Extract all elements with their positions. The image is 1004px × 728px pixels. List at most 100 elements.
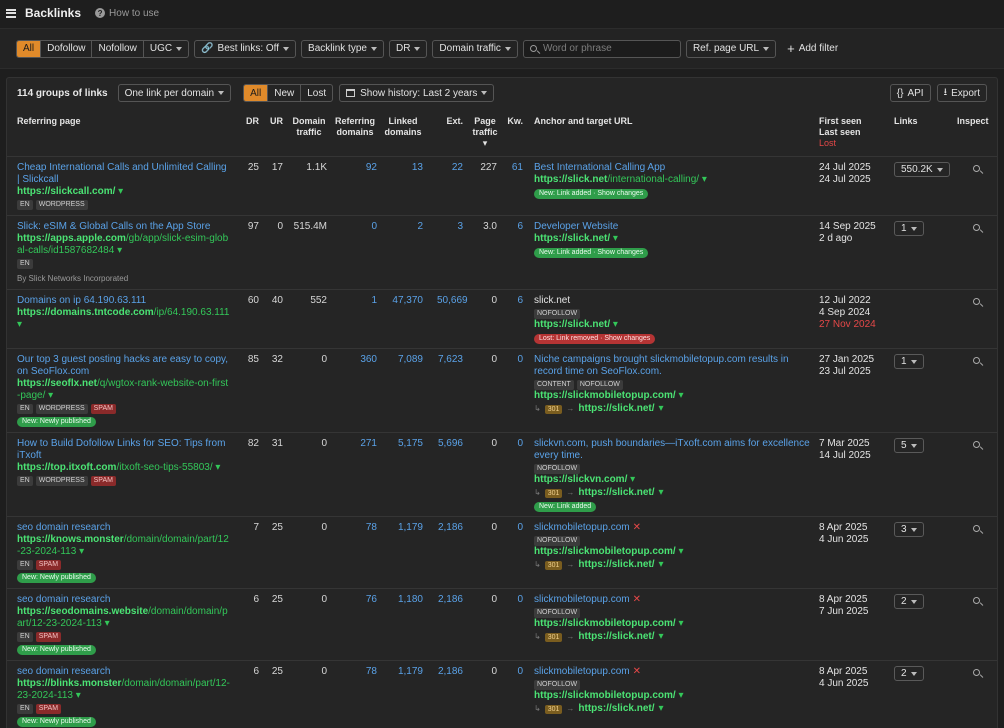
metric-kw[interactable]: 61 (511, 162, 523, 173)
target-url[interactable]: https://slick.net/ ▾ (534, 233, 816, 245)
referring-page-title[interactable]: seo domain research (17, 666, 111, 677)
inspect-search-icon[interactable] (973, 298, 980, 305)
dr-filter[interactable]: DR (388, 39, 428, 58)
link-status-badge[interactable]: Lost: Link removed · Show changes (534, 334, 656, 344)
metric-linked-domains[interactable]: 5,175 (397, 438, 423, 449)
metric-kw[interactable]: 6 (517, 221, 523, 232)
link-status-badge[interactable]: New: Link added · Show changes (534, 248, 649, 258)
anchor-text[interactable]: slickvn.com, push boundaries—iTxoft.com … (534, 438, 810, 461)
col-page-traffic[interactable]: Page traffic ▾ (469, 116, 501, 149)
filter-ugc[interactable]: UGC (144, 41, 188, 57)
metric-kw[interactable]: 6 (517, 295, 523, 306)
metric-kw[interactable]: 0 (517, 438, 523, 449)
target-url[interactable]: https://slickmobiletopup.com/ ▾ (534, 618, 816, 630)
metric-linked-domains[interactable]: 1,179 (397, 666, 423, 677)
redirect-url[interactable]: https://slick.net/ (578, 559, 655, 570)
referring-page-title[interactable]: seo domain research (17, 522, 111, 533)
ref-page-url-filter[interactable]: Ref. page URL (685, 39, 777, 58)
col-referring-page[interactable]: Referring page (17, 116, 81, 126)
metric-kw[interactable]: 0 (517, 666, 523, 677)
metric-ext[interactable]: 50,669 (437, 295, 468, 306)
referring-page-title[interactable]: Domains on ip 64.190.63.111 (17, 295, 147, 306)
metric-kw[interactable]: 0 (517, 594, 523, 605)
referring-page-title[interactable]: Cheap International Calls and Unlimited … (17, 162, 227, 185)
inspect-search-icon[interactable] (973, 441, 980, 448)
links-count-select[interactable]: 2 (894, 594, 924, 609)
col-links[interactable]: Links (894, 116, 918, 126)
metric-ref-domains[interactable]: 271 (360, 438, 377, 449)
target-url[interactable]: https://slick.net/ ▾ (534, 319, 816, 331)
inspect-search-icon[interactable] (973, 165, 980, 172)
anchor-text[interactable]: slickmobiletopup.com (534, 666, 630, 677)
metric-ext[interactable]: 22 (451, 162, 463, 173)
metric-ref-domains[interactable]: 360 (360, 354, 377, 365)
col-ur[interactable]: UR (270, 116, 283, 126)
inspect-search-icon[interactable] (973, 357, 980, 364)
history-select[interactable]: Show history: Last 2 years (339, 84, 495, 102)
inspect-search-icon[interactable] (973, 525, 980, 532)
status-all[interactable]: All (244, 85, 269, 101)
filter-nofollow[interactable]: Nofollow (92, 40, 144, 57)
inspect-search-icon[interactable] (973, 669, 980, 676)
referring-page-title[interactable]: How to Build Dofollow Links for SEO: Tip… (17, 438, 226, 461)
redirect-url[interactable]: https://slick.net/ (578, 487, 655, 498)
metric-linked-domains[interactable]: 1,179 (397, 522, 423, 533)
metric-ext[interactable]: 5,696 (437, 438, 463, 449)
links-count-select[interactable]: 1 (894, 221, 924, 236)
anchor-text[interactable]: Niche campaigns brought slickmobiletopup… (534, 354, 789, 377)
metric-linked-domains[interactable]: 1,180 (397, 594, 423, 605)
target-url[interactable]: https://slickmobiletopup.com/ ▾ (534, 546, 816, 558)
col-dr[interactable]: DR (246, 116, 259, 126)
col-domain-traffic[interactable]: Domain traffic (292, 116, 326, 137)
anchor-text[interactable]: Best International Calling App (534, 162, 666, 173)
anchor-text[interactable]: Developer Website (534, 221, 619, 232)
filter-dofollow[interactable]: Dofollow (41, 40, 93, 57)
col-linked-domains[interactable]: Linked domains (384, 116, 422, 137)
links-count-select[interactable]: 2 (894, 666, 924, 681)
menu-icon[interactable] (6, 8, 16, 18)
referring-page-url[interactable]: https://top.itxoft.com/itxoft-seo-tips-5… (17, 462, 231, 474)
backlink-type-filter[interactable]: Backlink type (301, 39, 384, 58)
referring-page-title[interactable]: seo domain research (17, 594, 111, 605)
metric-ref-domains[interactable]: 1 (371, 295, 377, 306)
add-filter-button[interactable]: + Add filter (787, 41, 838, 56)
referring-page-url[interactable]: https://seoflx.net/q/wgtox-rank-website-… (17, 378, 231, 402)
anchor-text[interactable]: slickmobiletopup.com (534, 594, 630, 605)
how-to-use-link[interactable]: How to use (109, 7, 160, 19)
search-input[interactable]: Word or phrase (522, 39, 681, 58)
metric-linked-domains[interactable]: 2 (417, 221, 423, 232)
links-count-select[interactable]: 5 (894, 438, 924, 453)
referring-page-title[interactable]: Our top 3 guest posting hacks are easy t… (17, 354, 229, 377)
export-button[interactable]: ⭳ Export (936, 84, 987, 102)
status-lost[interactable]: Lost (307, 87, 327, 99)
target-url[interactable]: https://slickvn.com/ ▾ (534, 474, 816, 486)
referring-page-url[interactable]: https://domains.tntcode.com/ip/64.190.63… (17, 307, 231, 331)
metric-ref-domains[interactable]: 78 (365, 522, 377, 533)
metric-linked-domains[interactable]: 13 (411, 162, 423, 173)
filter-all[interactable]: All (17, 40, 42, 57)
metric-ref-domains[interactable]: 92 (365, 162, 377, 173)
metric-ext[interactable]: 3 (457, 221, 463, 232)
redirect-url[interactable]: https://slick.net/ (578, 631, 655, 642)
metric-ref-domains[interactable]: 78 (365, 666, 377, 677)
referring-page-url[interactable]: https://seodomains.website/domain/domain… (17, 606, 231, 630)
col-referring-domains[interactable]: Referring domains (334, 116, 375, 137)
metric-kw[interactable]: 0 (517, 522, 523, 533)
col-seen[interactable]: First seen Last seen Lost (819, 116, 889, 149)
metric-ref-domains[interactable]: 0 (371, 221, 377, 232)
metric-linked-domains[interactable]: 47,370 (392, 295, 423, 306)
referring-page-url[interactable]: https://apps.apple.com/gb/app/slick-esim… (17, 233, 231, 257)
redirect-url[interactable]: https://slick.net/ (578, 403, 655, 414)
link-status-badge[interactable]: New: Link added · Show changes (534, 189, 649, 199)
col-anchor[interactable]: Anchor and target URL (534, 116, 633, 126)
inspect-search-icon[interactable] (973, 224, 980, 231)
referring-page-url[interactable]: https://slickcall.com/ ▾ (17, 186, 231, 198)
question-circle-icon[interactable]: ? (95, 8, 106, 18)
col-ext[interactable]: Ext. (446, 116, 463, 126)
link-status-badge[interactable]: New: Link added (534, 502, 597, 512)
api-button[interactable]: {} API (889, 84, 931, 102)
anchor-text[interactable]: slickmobiletopup.com (534, 522, 630, 533)
metric-ext[interactable]: 2,186 (437, 666, 463, 677)
referring-page-title[interactable]: Slick: eSIM & Global Calls on the App St… (17, 221, 211, 232)
target-url[interactable]: https://slickmobiletopup.com/ ▾ (534, 390, 816, 402)
